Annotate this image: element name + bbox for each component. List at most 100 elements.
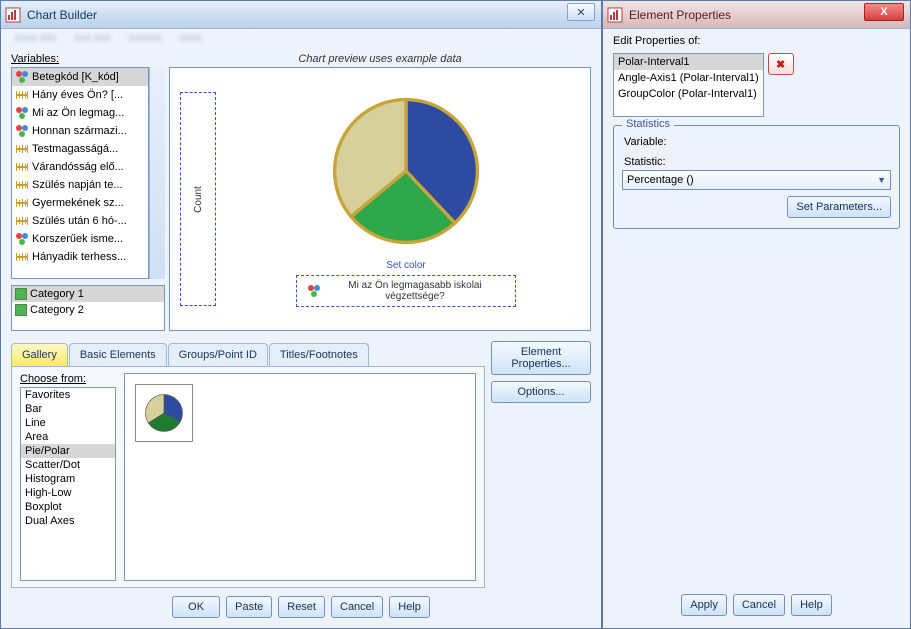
set-parameters-button[interactable]: Set Parameters... (787, 196, 891, 218)
variable-label: Várandósság elő... (32, 161, 124, 173)
category-label: Category 1 (30, 288, 84, 300)
tab-titles-footnotes[interactable]: Titles/Footnotes (269, 343, 369, 366)
app-icon (607, 7, 623, 23)
variable-label: Szülés napján te... (32, 179, 123, 191)
elements-list[interactable]: Polar-Interval1Angle-Axis1 (Polar-Interv… (613, 53, 764, 117)
variable-item[interactable]: Hányadik terhess... (12, 248, 148, 266)
scale-icon (15, 250, 29, 264)
variables-list[interactable]: Betegkód [K_kód] Hány éves Ön? [... Mi az … (11, 67, 149, 279)
tab-strip: GalleryBasic ElementsGroups/Point IDTitl… (11, 343, 485, 366)
ok-button[interactable]: OK (172, 596, 220, 618)
window-close-button[interactable]: ✕ (567, 3, 595, 21)
variable-label: Korszerűek isme... (32, 233, 123, 245)
element-properties-button[interactable]: Element Properties... (491, 341, 591, 375)
tab-groups-point-id[interactable]: Groups/Point ID (168, 343, 268, 366)
categories-list[interactable]: Category 1 Category 2 (11, 285, 165, 331)
cancel-button[interactable]: Cancel (733, 594, 785, 616)
color-variable-dropzone[interactable]: Mi az Ön legmagasabb iskolai végzettsége… (296, 275, 516, 307)
gallery-type-item[interactable]: Favorites (21, 388, 115, 402)
gallery-type-item[interactable]: High-Low (21, 486, 115, 500)
gallery-canvas[interactable] (124, 373, 476, 581)
element-properties-footer: Apply Cancel Help (613, 588, 900, 622)
reset-button[interactable]: Reset (278, 596, 325, 618)
statistics-legend: Statistics (622, 118, 674, 130)
variable-item[interactable]: Korszerűek isme... (12, 230, 148, 248)
gallery-type-item[interactable]: Area (21, 430, 115, 444)
variable-item[interactable]: Szülés napján te... (12, 176, 148, 194)
statistic-combo[interactable]: Percentage () ▼ (622, 170, 891, 190)
chart-builder-title: Chart Builder (27, 8, 97, 22)
apply-button[interactable]: Apply (681, 594, 727, 616)
category-icon (15, 288, 27, 300)
category-item[interactable]: Category 1 (12, 286, 164, 302)
variable-label: Mi az Ön legmag... (32, 107, 124, 119)
delete-icon: ✖ (776, 58, 785, 71)
scale-icon (15, 178, 29, 192)
gallery-type-item[interactable]: Pie/Polar (21, 444, 115, 458)
y-axis-dropzone[interactable]: Count (180, 92, 216, 306)
element-list-item[interactable]: Angle-Axis1 (Polar-Interval1) (614, 70, 763, 86)
options-button[interactable]: Options... (491, 381, 591, 403)
variable-item[interactable]: Gyermekének sz... (12, 194, 148, 212)
tab-gallery[interactable]: Gallery (11, 343, 68, 366)
element-properties-titlebar[interactable]: Element Properties X (603, 1, 910, 29)
close-icon: X (880, 6, 887, 18)
scrollbar[interactable] (149, 67, 165, 279)
gallery-type-item[interactable]: Bar (21, 402, 115, 416)
variable-item[interactable]: Hány éves Ön? [... (12, 86, 148, 104)
cancel-button[interactable]: Cancel (331, 596, 383, 618)
variable-item[interactable]: Mi az Ön legmag... (12, 104, 148, 122)
scale-icon (15, 142, 29, 156)
help-button[interactable]: Help (791, 594, 832, 616)
paste-button[interactable]: Paste (226, 596, 272, 618)
category-icon (15, 304, 27, 316)
gallery-type-item[interactable]: Dual Axes (21, 514, 115, 528)
gallery-panel: Choose from: FavoritesBarLineAreaPie/Pol… (11, 366, 485, 588)
variable-label: Szülés után 6 hó-... (32, 215, 127, 227)
variable-label: Honnan származi... (32, 125, 127, 137)
gallery-type-item[interactable]: Line (21, 416, 115, 430)
scale-icon (15, 214, 29, 228)
statistics-group: Statistics Variable: Statistic: Percenta… (613, 125, 900, 229)
gallery-type-item[interactable]: Histogram (21, 472, 115, 486)
edit-properties-label: Edit Properties of: (613, 35, 900, 47)
choose-from-label: Choose from: (20, 373, 116, 385)
variable-label: Testmagasságá... (32, 143, 118, 155)
help-button[interactable]: Help (389, 596, 430, 618)
variable-item[interactable]: Betegkód [K_kód] (12, 68, 148, 86)
element-properties-title: Element Properties (629, 8, 731, 22)
variable-item[interactable]: Várandósság elő... (12, 158, 148, 176)
window-close-button[interactable]: X (864, 3, 904, 21)
nominal-icon (15, 232, 29, 246)
gallery-type-item[interactable]: Scatter/Dot (21, 458, 115, 472)
chart-builder-window: Chart Builder ✕ xxxx xxx xxx xxx xxxxxx … (0, 0, 602, 629)
preview-hint: Chart preview uses example data (169, 53, 591, 65)
statistic-value: Percentage () (627, 174, 694, 186)
element-properties-window: Element Properties X Edit Properties of:… (602, 0, 911, 629)
nominal-icon (15, 106, 29, 120)
element-list-item[interactable]: GroupColor (Polar-Interval1) (614, 86, 763, 102)
blurred-menubar: xxxx xxx xxx xxx xxxxxx xxxx (1, 29, 601, 47)
variable-label: Hányadik terhess... (32, 251, 126, 263)
chart-type-list[interactable]: FavoritesBarLineAreaPie/PolarScatter/Dot… (20, 387, 116, 581)
delete-element-button[interactable]: ✖ (768, 53, 794, 75)
nominal-icon (15, 124, 29, 138)
statistic-label: Statistic: (624, 156, 891, 168)
nominal-icon (307, 284, 321, 298)
element-list-item[interactable]: Polar-Interval1 (614, 54, 763, 70)
variable-item[interactable]: Testmagasságá... (12, 140, 148, 158)
chart-builder-titlebar[interactable]: Chart Builder ✕ (1, 1, 601, 29)
pie-thumb-icon (142, 391, 186, 435)
variable-item[interactable]: Szülés után 6 hó-... (12, 212, 148, 230)
variable-label: Hány éves Ön? [... (32, 89, 123, 101)
category-item[interactable]: Category 2 (12, 302, 164, 318)
pie-thumbnail[interactable] (135, 384, 193, 442)
gallery-type-item[interactable]: Boxplot (21, 500, 115, 514)
scale-icon (15, 196, 29, 210)
chart-preview: Count Set color Mi az Ön legmagasabb isk… (169, 67, 591, 331)
variable-item[interactable]: Honnan származi... (12, 122, 148, 140)
nominal-icon (15, 70, 29, 84)
variable-label: Variable: (624, 136, 891, 148)
dialog-footer: OK Paste Reset Cancel Help (11, 588, 591, 622)
tab-basic-elements[interactable]: Basic Elements (69, 343, 167, 366)
